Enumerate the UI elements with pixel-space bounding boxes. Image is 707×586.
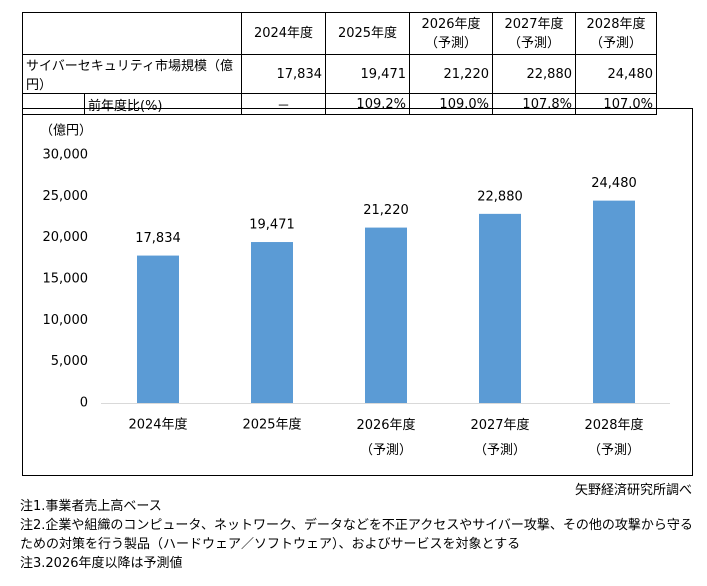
x-tick-label: 2025年度 bbox=[242, 417, 301, 433]
bar bbox=[365, 227, 407, 403]
value-label: 22,880 bbox=[477, 189, 523, 204]
note: 注3.2026年度以降は予測値 bbox=[20, 556, 183, 571]
cell: 19,471 bbox=[325, 54, 410, 94]
y-tick-label: 30,000 bbox=[43, 148, 89, 163]
cell: 109.0% bbox=[409, 93, 493, 115]
value-label: 19,471 bbox=[249, 218, 295, 233]
y-axis-unit: （億円） bbox=[40, 123, 92, 139]
value-label: 24,480 bbox=[591, 176, 637, 191]
chart: （億円） 0 5,000 10,000 15,000 20,000 25,000 30,00… bbox=[22, 108, 693, 476]
cell: 22,880 bbox=[492, 54, 576, 94]
data-table: 2024年度 2025年度 2026年度 （予測） 2027年度 （予測） 20… bbox=[22, 12, 657, 115]
header-cell: 2028年度 （予測） bbox=[575, 12, 657, 55]
y-tick-label: 10,000 bbox=[43, 313, 89, 328]
cell: 107.0% bbox=[575, 93, 657, 115]
value-label: 17,834 bbox=[135, 231, 181, 246]
y-tick-label: 25,000 bbox=[43, 189, 89, 204]
row-label: 前年度比(%) bbox=[84, 93, 242, 115]
chart-frame bbox=[22, 108, 693, 476]
note: 注2.企業や組織のコンピュータ、ネットワーク、データなどを不正アクセスやサイバー… bbox=[20, 518, 693, 552]
y-tick-label: 15,000 bbox=[43, 272, 89, 287]
x-tick-label: 2027年度（予測） bbox=[470, 417, 529, 458]
value-label: 21,220 bbox=[363, 203, 409, 218]
row-label: サイバーセキュリティ市場規模（億円） bbox=[22, 54, 242, 94]
bar bbox=[479, 213, 521, 403]
bar bbox=[251, 242, 293, 403]
x-tick-label: 2024年度 bbox=[128, 417, 187, 433]
source: 矢野経済研究所調べ bbox=[574, 483, 692, 498]
bar bbox=[593, 200, 635, 403]
cell: 109.2% bbox=[325, 93, 410, 115]
y-tick-label: 0 bbox=[80, 396, 88, 411]
x-tick-label: 2028年度（予測） bbox=[584, 417, 643, 458]
cell: 24,480 bbox=[575, 54, 657, 94]
cell: 107.8% bbox=[492, 93, 576, 115]
x-tick-label: 2026年度（予測） bbox=[356, 417, 415, 458]
cell: － bbox=[241, 93, 326, 115]
y-tick-label: 5,000 bbox=[51, 354, 88, 369]
bar bbox=[137, 255, 179, 403]
notes: 注1.事業者売上高ベース 注2.企業や組織のコンピュータ、ネットワーク、データな… bbox=[20, 497, 700, 573]
header-cell: 2026年度 （予測） bbox=[409, 12, 493, 55]
note: 注1.事業者売上高ベース bbox=[20, 499, 162, 514]
y-tick-label: 20,000 bbox=[43, 230, 89, 245]
